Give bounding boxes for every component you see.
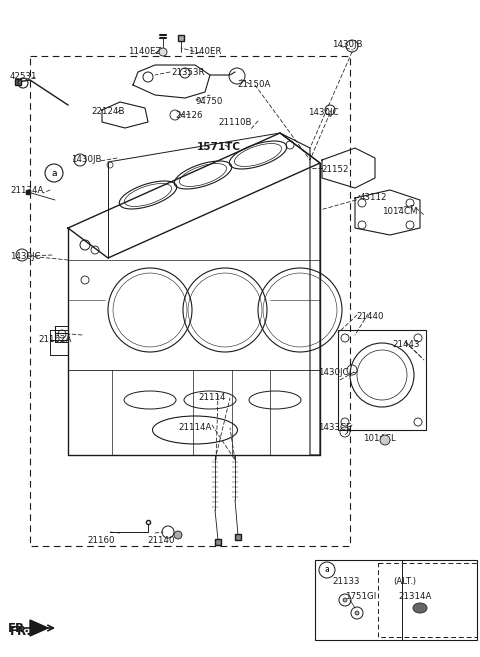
Text: 94750: 94750 [196, 97, 223, 106]
Text: 21134A: 21134A [10, 186, 43, 195]
Bar [378, 563, 477, 637]
Circle shape [355, 611, 359, 615]
Circle shape [159, 48, 167, 56]
Text: 21160: 21160 [87, 536, 115, 545]
Text: a: a [51, 168, 57, 177]
Text: 21443: 21443 [392, 340, 420, 349]
Bar [338, 330, 426, 430]
Text: (ALT.): (ALT.) [393, 577, 416, 586]
Text: 1571TC: 1571TC [197, 142, 241, 152]
Text: 21114: 21114 [198, 393, 226, 402]
Text: 1430JC: 1430JC [10, 252, 40, 261]
Circle shape [343, 598, 347, 602]
Text: 1140ER: 1140ER [188, 47, 221, 56]
Circle shape [174, 531, 182, 539]
Text: 21133: 21133 [332, 577, 360, 586]
Text: 1430JC: 1430JC [308, 108, 338, 117]
Text: 21152: 21152 [321, 165, 348, 174]
Text: 1014CM: 1014CM [382, 207, 418, 216]
Text: 1433CE: 1433CE [318, 423, 351, 432]
Text: 1430JB: 1430JB [332, 40, 362, 49]
Text: 24126: 24126 [175, 111, 203, 120]
Text: 1430JB: 1430JB [71, 155, 101, 164]
Text: 21162A: 21162A [38, 335, 72, 344]
Text: 21150A: 21150A [237, 80, 270, 89]
Bar [30, 56, 350, 546]
Text: 21114A: 21114A [178, 423, 211, 432]
Text: 42531: 42531 [10, 72, 37, 81]
Text: 21110B: 21110B [218, 118, 252, 127]
Text: 1430JC: 1430JC [318, 368, 348, 377]
Text: FR.: FR. [8, 622, 30, 635]
Text: FR.: FR. [10, 625, 32, 638]
Text: 1751GI: 1751GI [345, 592, 376, 601]
Text: a: a [324, 566, 329, 574]
Text: 21440: 21440 [356, 312, 384, 321]
Text: 43112: 43112 [360, 193, 387, 202]
Polygon shape [30, 620, 48, 636]
Circle shape [380, 435, 390, 445]
Text: 1140EZ: 1140EZ [128, 47, 161, 56]
Text: 21140: 21140 [147, 536, 175, 545]
Text: 1014CL: 1014CL [363, 434, 396, 443]
Text: 21314A: 21314A [398, 592, 432, 601]
Text: 21353R: 21353R [171, 68, 204, 77]
Ellipse shape [413, 603, 427, 613]
Bar [315, 560, 477, 640]
Text: 22124B: 22124B [91, 107, 124, 116]
